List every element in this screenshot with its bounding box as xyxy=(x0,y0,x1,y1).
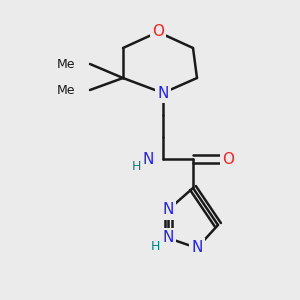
Text: N: N xyxy=(162,202,174,217)
Text: N: N xyxy=(157,85,169,100)
Text: N: N xyxy=(162,230,174,245)
Text: Me: Me xyxy=(56,83,75,97)
Text: N: N xyxy=(142,152,154,166)
Text: H: H xyxy=(131,160,141,173)
Text: O: O xyxy=(152,25,164,40)
Text: Me: Me xyxy=(56,58,75,70)
Text: H: H xyxy=(150,239,160,253)
Text: O: O xyxy=(222,152,234,166)
Text: N: N xyxy=(191,241,203,256)
